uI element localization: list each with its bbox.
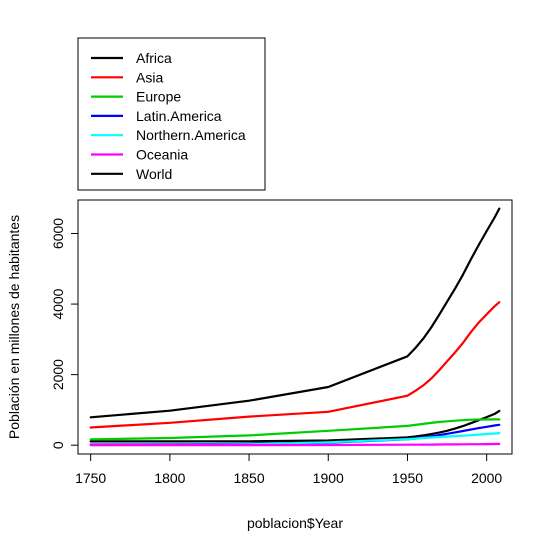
y-axis: 0 2000 4000 6000 xyxy=(50,218,79,449)
series-line-europe xyxy=(89,418,501,441)
x-tick-label: 1950 xyxy=(392,470,423,486)
legend-box xyxy=(77,37,266,191)
series-line-asia xyxy=(89,301,501,429)
legend-label: World xyxy=(136,166,172,182)
legend-label: Asia xyxy=(136,69,163,85)
series-line-northern-america xyxy=(89,432,501,447)
plot-frame xyxy=(77,199,513,455)
x-tick-label: 1900 xyxy=(313,470,344,486)
y-tick-label: 0 xyxy=(50,441,66,449)
y-axis-label: Población en millones de habitantes xyxy=(6,215,22,439)
series-layer xyxy=(89,207,501,447)
legend-label: Northern.America xyxy=(136,127,246,143)
x-axis: 1750 1800 1850 1900 1950 2000 xyxy=(75,453,502,486)
y-tick-label: 2000 xyxy=(50,359,66,390)
x-tick-label: 1800 xyxy=(154,470,185,486)
series-line-oceania xyxy=(89,442,501,447)
legend-label: Europe xyxy=(136,89,181,105)
y-tick-label: 4000 xyxy=(50,288,66,319)
x-axis-label: poblacion$Year xyxy=(247,515,343,531)
legend-label: Africa xyxy=(136,50,172,66)
x-tick-label: 2000 xyxy=(471,470,502,486)
legend-label: Oceania xyxy=(136,147,188,163)
legend: Africa Asia Europe Latin.America Northern.Am… xyxy=(77,37,266,191)
legend-label: Latin.America xyxy=(136,108,222,124)
x-tick-label: 1750 xyxy=(75,470,106,486)
x-tick-label: 1850 xyxy=(233,470,264,486)
y-tick-label: 6000 xyxy=(50,218,66,249)
series-line-world xyxy=(89,207,501,419)
